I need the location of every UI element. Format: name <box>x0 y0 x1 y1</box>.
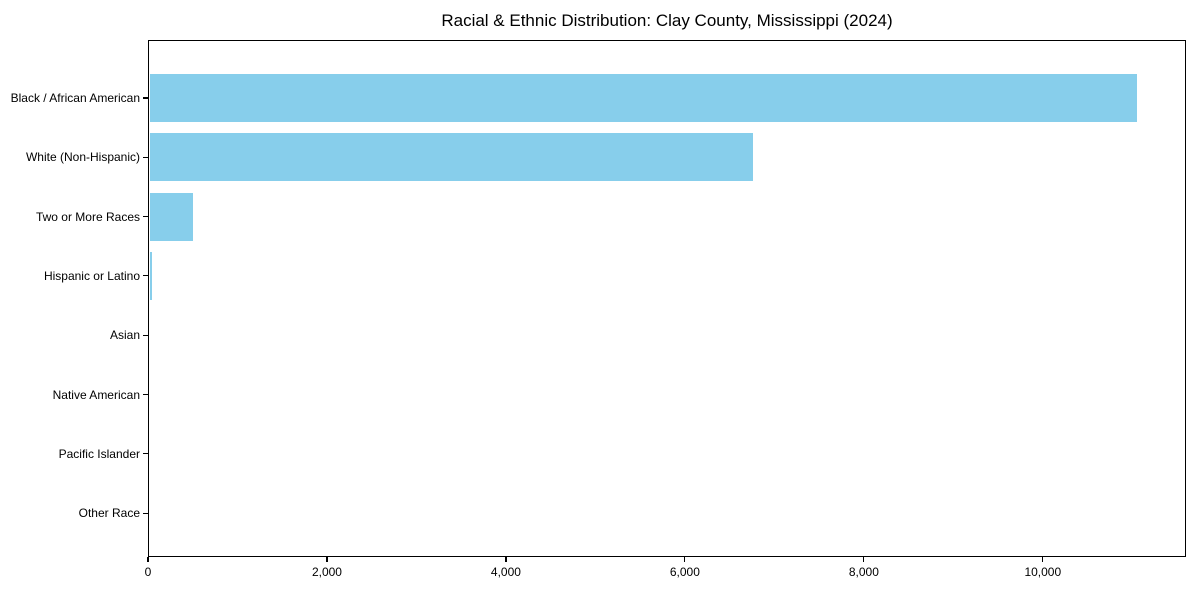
x-tick-mark <box>326 557 328 562</box>
bar <box>149 133 753 182</box>
x-tick-label: 10,000 <box>1024 565 1062 579</box>
y-tick-label: Pacific Islander <box>58 446 140 461</box>
y-tick-label: White (Non-Hispanic) <box>25 150 140 165</box>
x-tick-mark <box>147 557 149 562</box>
y-tick-mark <box>143 453 148 455</box>
bar <box>149 192 193 241</box>
x-tick-label: 4,000 <box>490 565 521 579</box>
y-tick-label: Native American <box>52 387 140 402</box>
x-tick-mark <box>505 557 507 562</box>
bar <box>149 251 153 300</box>
y-tick-mark <box>143 156 148 158</box>
y-tick-mark <box>143 334 148 336</box>
y-tick-mark <box>143 216 148 218</box>
y-tick-label: Two or More Races <box>35 209 140 224</box>
x-tick-label: 2,000 <box>311 565 342 579</box>
y-tick-label: Asian <box>109 328 140 343</box>
y-tick-label: Other Race <box>78 506 140 521</box>
x-tick-mark <box>1042 557 1044 562</box>
x-tick-mark <box>863 557 865 562</box>
y-tick-mark <box>143 97 148 99</box>
plot-area <box>148 40 1186 557</box>
y-tick-mark <box>143 393 148 396</box>
y-tick-label: Hispanic or Latino <box>43 268 140 283</box>
chart-title: Racial & Ethnic Distribution: Clay Count… <box>441 11 893 30</box>
y-tick-mark <box>143 512 148 514</box>
y-tick-label: Black / African American <box>10 91 140 105</box>
x-tick-mark <box>684 557 686 562</box>
x-tick-label: 0 <box>144 565 152 579</box>
x-tick-label: 6,000 <box>669 565 700 579</box>
x-tick-label: 8,000 <box>848 565 879 579</box>
y-tick-mark <box>143 275 148 277</box>
bar <box>149 74 1137 122</box>
